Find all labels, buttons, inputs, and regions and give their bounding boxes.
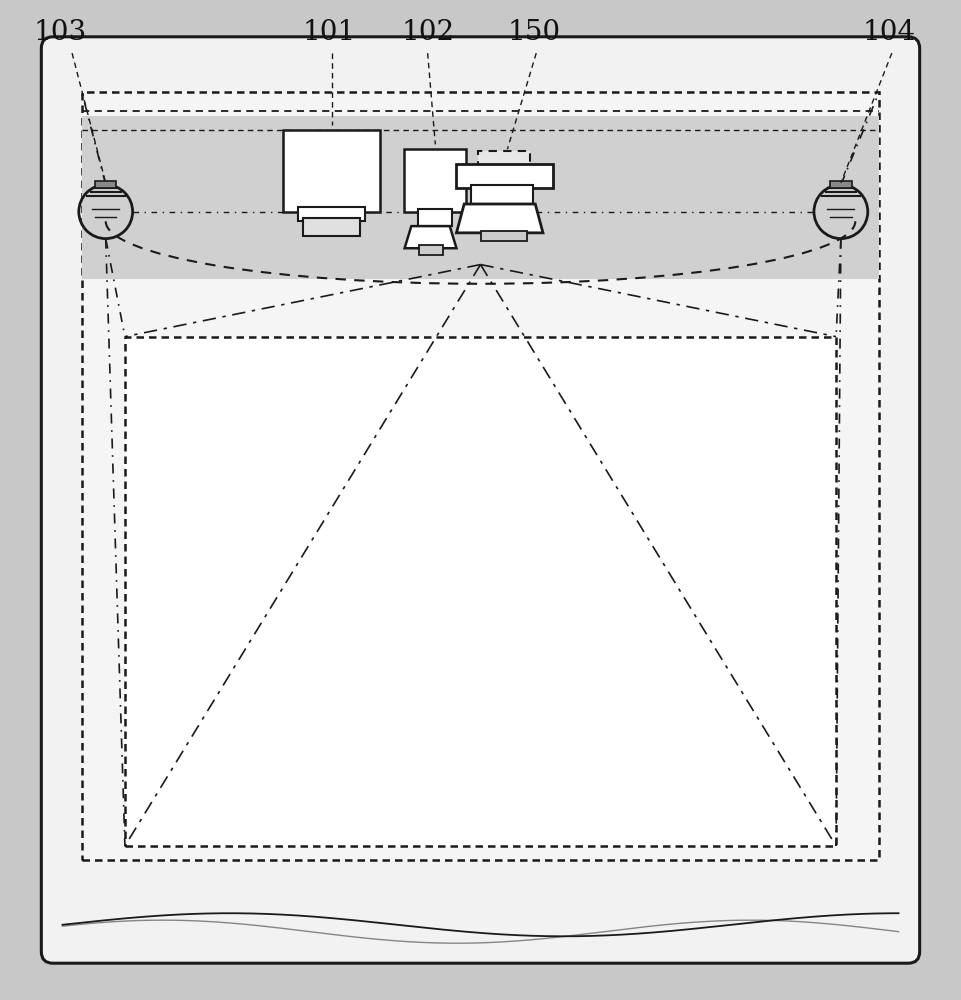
FancyBboxPatch shape: [419, 245, 443, 255]
FancyBboxPatch shape: [404, 149, 466, 212]
FancyBboxPatch shape: [830, 181, 851, 188]
FancyBboxPatch shape: [471, 185, 533, 204]
FancyBboxPatch shape: [283, 130, 380, 212]
Text: 101: 101: [303, 19, 356, 46]
FancyBboxPatch shape: [418, 209, 452, 226]
FancyBboxPatch shape: [82, 92, 879, 860]
FancyBboxPatch shape: [478, 151, 530, 168]
FancyBboxPatch shape: [95, 181, 116, 188]
Text: 104: 104: [863, 19, 916, 46]
FancyBboxPatch shape: [456, 164, 553, 188]
FancyBboxPatch shape: [125, 337, 836, 846]
Polygon shape: [456, 204, 543, 233]
Text: 102: 102: [402, 19, 455, 46]
Text: 103: 103: [34, 19, 86, 46]
Polygon shape: [405, 226, 456, 248]
FancyBboxPatch shape: [298, 207, 365, 221]
FancyBboxPatch shape: [41, 37, 920, 963]
Text: 150: 150: [507, 19, 560, 46]
FancyBboxPatch shape: [480, 231, 527, 241]
FancyBboxPatch shape: [303, 218, 360, 236]
FancyBboxPatch shape: [82, 116, 879, 279]
